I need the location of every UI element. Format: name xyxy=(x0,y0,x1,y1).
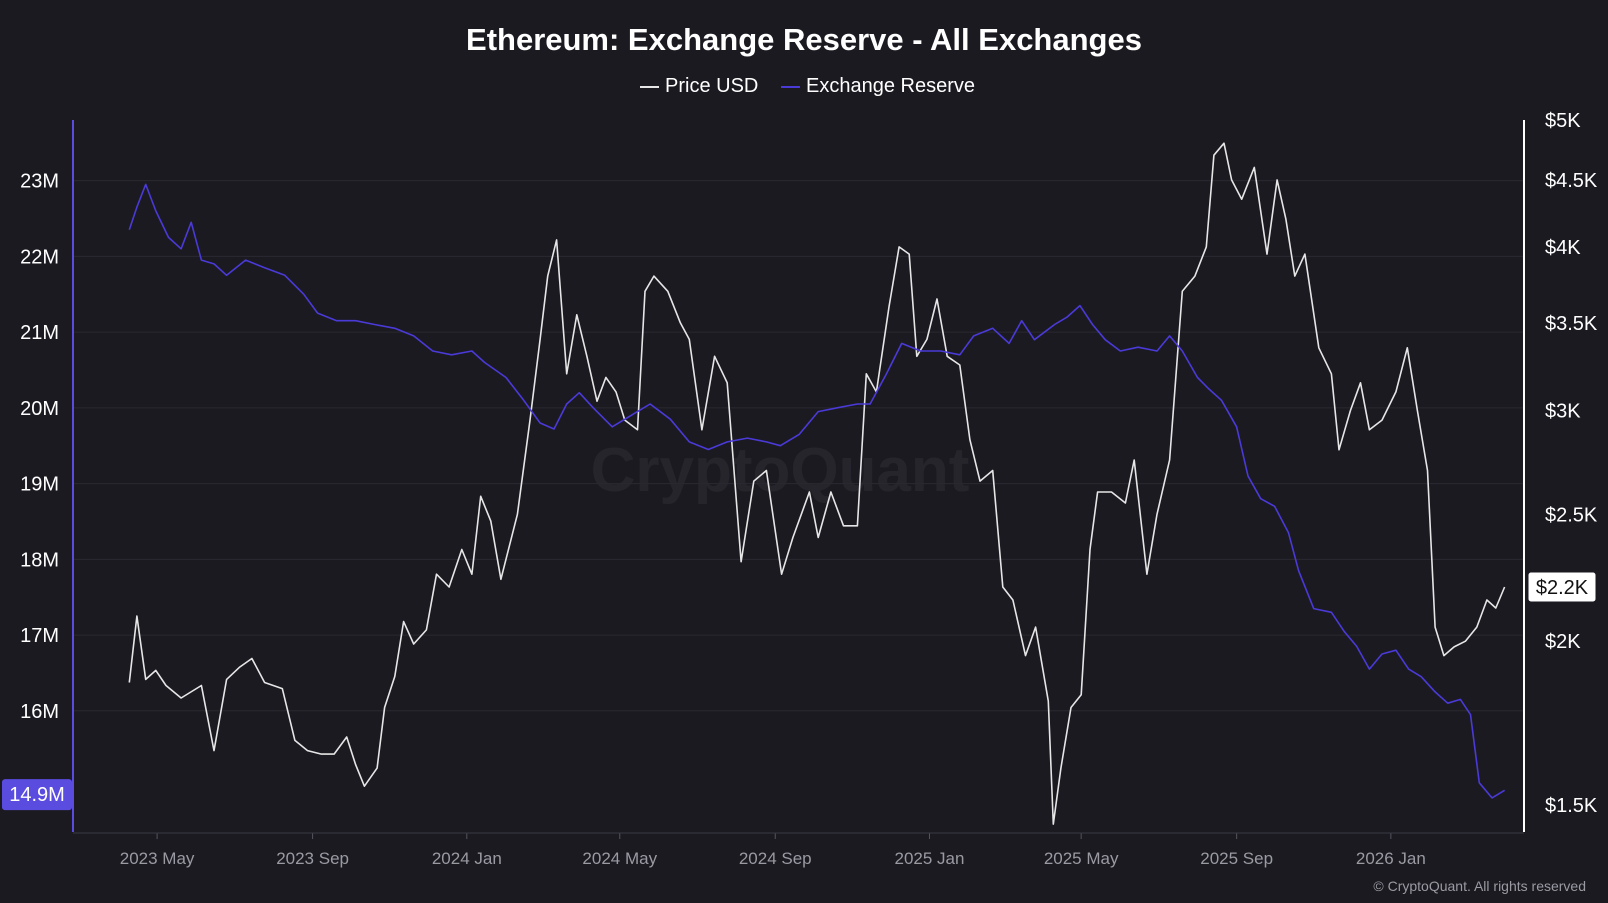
left-tick-label: 23M xyxy=(20,171,59,193)
series-line-exchange-reserve xyxy=(128,183,1506,799)
left-tick-label: 16M xyxy=(20,701,59,723)
x-tick-label: 2025 May xyxy=(1044,849,1119,868)
x-tick-label: 2025 Jan xyxy=(894,849,964,868)
chart-title: Ethereum: Exchange Reserve - All Exchang… xyxy=(466,22,1142,57)
right-axis-ticks: $5K $4.5K $4K $3.5K $3K $2.5K $2K $1.5K xyxy=(1545,110,1598,817)
series xyxy=(128,142,1506,825)
left-tick-label: 17M xyxy=(20,625,59,647)
copyright-notice: © CryptoQuant. All rights reserved xyxy=(1373,878,1586,894)
grid xyxy=(73,180,1524,712)
right-tick-label: $4.5K xyxy=(1545,170,1598,192)
x-axis-ticks: 2023 May 2023 Sep 2024 Jan 2024 May 2024 Sep… xyxy=(120,833,1426,868)
legend-price-label: Price USD xyxy=(665,75,758,97)
right-tick-label: $2K xyxy=(1545,631,1581,653)
x-tick-label: 2026 Jan xyxy=(1356,849,1426,868)
x-tick-label: 2024 May xyxy=(582,849,657,868)
x-tick-label: 2024 Sep xyxy=(739,849,812,868)
right-tick-label: $3.5K xyxy=(1545,313,1598,335)
watermark: CryptoQuant xyxy=(591,436,970,505)
left-current-badge: 14.9M xyxy=(2,779,72,811)
right-tick-label: $3K xyxy=(1545,401,1581,423)
left-tick-label: 18M xyxy=(20,549,59,571)
left-current-badge-label: 14.9M xyxy=(9,784,65,806)
right-tick-label: $2.5K xyxy=(1545,504,1598,526)
right-tick-label: $4K xyxy=(1545,237,1581,259)
x-tick-label: 2024 Jan xyxy=(432,849,502,868)
right-current-badge-box xyxy=(1527,571,1597,603)
legend: Price USD Exchange Reserve xyxy=(640,75,975,97)
x-tick-label: 2025 Sep xyxy=(1200,849,1273,868)
x-tick-label: 2023 Sep xyxy=(276,849,349,868)
left-tick-label: 22M xyxy=(20,246,59,268)
right-current-badge-label: $2.2K xyxy=(1536,577,1589,599)
left-axis-ticks: 23M 22M 21M 20M 19M 18M 17M 16M xyxy=(20,171,59,723)
right-tick-label: $1.5K xyxy=(1545,795,1598,817)
series-line-price-usd xyxy=(128,142,1506,825)
right-current-badge: $2.2K xyxy=(1527,571,1597,603)
left-tick-label: 21M xyxy=(20,322,59,344)
legend-reserve-label: Exchange Reserve xyxy=(806,75,975,97)
right-tick-label: $5K xyxy=(1545,110,1581,132)
x-tick-label: 2023 May xyxy=(120,849,195,868)
left-tick-label: 20M xyxy=(20,398,59,420)
left-current-badge-box xyxy=(2,779,72,811)
left-tick-label: 19M xyxy=(20,474,59,496)
